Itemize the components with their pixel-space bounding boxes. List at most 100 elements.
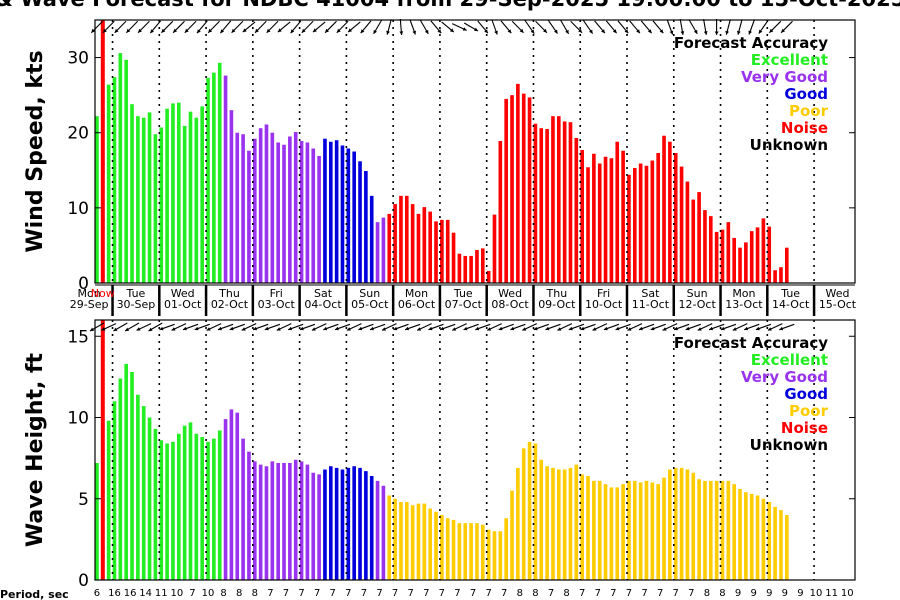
wind-bar — [691, 199, 696, 283]
wave-bar — [720, 480, 725, 581]
wind-direction-arrow — [301, 20, 314, 34]
wind-bar — [171, 103, 175, 283]
wave-bar — [568, 467, 573, 581]
wind-bar — [504, 98, 508, 284]
wind-direction-arrow — [491, 19, 498, 35]
wave-legend-item: Excellent — [751, 351, 828, 369]
wind-direction-arrow — [114, 20, 127, 34]
wave-bar — [95, 463, 99, 580]
wind-legend-item: Poor — [789, 102, 829, 120]
wind-direction-arrow — [605, 20, 618, 34]
wave-bar — [165, 443, 169, 580]
now-label: Now — [91, 287, 115, 300]
wind-bar — [469, 255, 473, 283]
wind-direction-arrow — [277, 21, 291, 33]
wind-bar — [95, 116, 99, 284]
day-of-week-label: Fri — [597, 287, 610, 300]
wind-legend-title: Forecast Accuracy — [674, 34, 828, 52]
wave-bar — [416, 503, 421, 581]
wind-direction-arrow — [347, 21, 361, 33]
wave-direction-arrow — [498, 323, 514, 331]
day-date-label: 30-Sep — [117, 298, 156, 311]
wind-direction-arrow — [666, 19, 674, 35]
period-tick-label: 7 — [423, 588, 429, 599]
wave-bar — [767, 502, 772, 580]
wave-legend-item: Unknown — [750, 436, 828, 454]
wave-bar — [288, 463, 292, 580]
wind-bar — [141, 117, 146, 283]
wave-bar — [691, 472, 696, 580]
wave-bar — [480, 524, 485, 580]
wind-speed-panel: 0 10 20 30 Wind Speed, kts Forecast AccuracyE… — [23, 18, 856, 294]
wind-bar — [410, 204, 415, 283]
day-date-label: 12-Oct — [679, 298, 717, 311]
wave-direction-arrow — [404, 323, 421, 331]
wave-bar — [732, 484, 736, 581]
wind-bar — [247, 150, 251, 283]
wave-bar — [276, 463, 280, 580]
wave-bar — [486, 529, 491, 581]
wind-direction-arrow — [570, 20, 583, 34]
wave-bar — [475, 523, 479, 581]
wave-bar — [399, 502, 403, 580]
wind-bar — [176, 102, 181, 283]
wind-direction-arrow — [582, 20, 594, 34]
day-date-label: 03-Oct — [258, 298, 296, 311]
wave-direction-arrow — [241, 323, 257, 331]
wind-direction-arrow — [184, 20, 197, 34]
wind-direction-arrow — [640, 20, 653, 34]
wind-direction-arrow — [780, 20, 793, 34]
wave-bar — [632, 480, 637, 581]
wind-frame — [94, 19, 856, 284]
wind-bar — [293, 131, 298, 283]
wave-bar — [369, 476, 374, 580]
wave-bar — [270, 461, 275, 581]
wave-bar — [136, 394, 140, 580]
wave-bar — [171, 441, 175, 581]
wave-bar — [592, 480, 596, 581]
day-labels: Mon29-SepTue30-SepWed01-OctThu02-OctFri0… — [70, 284, 857, 316]
wind-bar — [597, 163, 602, 283]
period-tick-label: 9 — [766, 588, 772, 599]
wind-ytick-label: 20 — [67, 124, 89, 144]
wind-bar — [668, 141, 672, 283]
wind-bar — [136, 116, 140, 284]
wave-direction-arrow — [440, 323, 456, 331]
period-tick-label: 8 — [532, 588, 538, 599]
wind-bar — [340, 145, 345, 283]
wind-bar — [480, 248, 485, 283]
period-tick-label: 7 — [501, 588, 507, 599]
wave-direction-arrow — [159, 323, 175, 331]
day-date-label: 29-Sep — [70, 298, 109, 311]
wave-bar — [124, 363, 128, 581]
wave-bar — [533, 443, 538, 580]
wave-bar — [580, 474, 584, 581]
wind-bar — [212, 72, 216, 283]
wave-bar — [527, 441, 532, 581]
wind-bar — [720, 229, 725, 283]
period-tick-label: 7 — [361, 588, 367, 599]
wind-bar — [539, 128, 544, 283]
wind-bar — [638, 163, 643, 283]
wave-bar — [410, 505, 415, 580]
wave-bar — [521, 448, 526, 581]
period-tick-label: 7 — [298, 588, 304, 599]
wave-direction-arrow — [615, 323, 631, 331]
wind-bar — [387, 213, 392, 283]
wind-direction-arrow — [102, 20, 115, 34]
wave-direction-arrow — [229, 323, 245, 331]
wind-bar — [656, 153, 660, 283]
wave-direction-arrow — [194, 323, 210, 331]
wind-direction-arrow — [758, 20, 769, 34]
wave-bar — [504, 518, 508, 580]
wave-direction-arrow — [323, 323, 339, 331]
day-of-week-label: Mon — [732, 287, 755, 300]
wave-bar — [381, 485, 386, 580]
wind-bar — [375, 222, 380, 283]
day-date-label: 13-Oct — [725, 298, 763, 311]
wave-bar — [252, 461, 257, 581]
period-tick-label: 7 — [485, 588, 491, 599]
period-tick-label: 7 — [345, 588, 351, 599]
wind-bar — [346, 148, 351, 283]
